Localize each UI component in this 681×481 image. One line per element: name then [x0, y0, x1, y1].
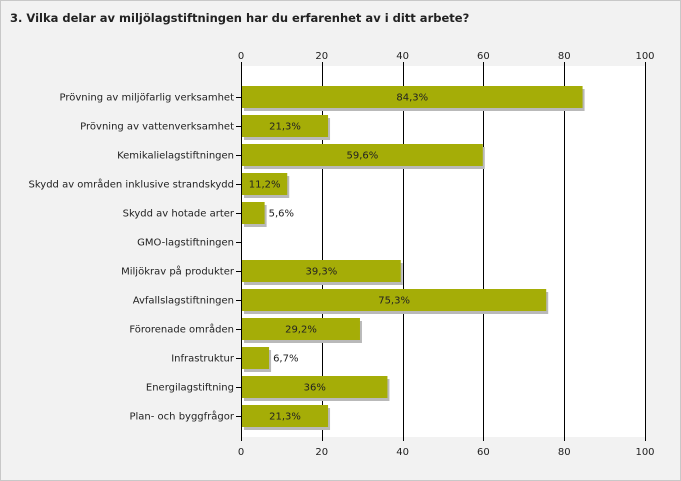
x-tick-label-bottom: 60 [477, 447, 490, 458]
bar [242, 115, 329, 137]
bar [242, 86, 583, 108]
data-label: 36% [304, 383, 326, 394]
bar [242, 318, 360, 340]
data-label: 29,2% [285, 325, 317, 336]
x-tick-label-top: 80 [558, 51, 571, 62]
category-label: Avfallslagstiftningen [133, 296, 234, 307]
category-label: Förorenade områden [129, 323, 234, 336]
x-tick-label-bottom: 100 [635, 447, 654, 458]
x-tick-label-bottom: 0 [238, 447, 244, 458]
category-label: Plan- och byggfrågor [130, 410, 235, 423]
bar [242, 260, 401, 282]
bar [242, 173, 288, 195]
category-label: Kemikalielagstiftningen [117, 151, 234, 162]
x-tick-label-top: 40 [396, 51, 409, 62]
category-label: Prövning av miljöfarlig verksamhet [60, 93, 235, 104]
data-label: 21,3% [269, 122, 301, 133]
category-label: Prövning av vattenverksamhet [80, 122, 234, 133]
data-label: 75,3% [378, 296, 410, 307]
category-label: GMO-lagstiftningen [137, 238, 234, 249]
data-label: 21,3% [269, 412, 301, 423]
data-label: 11,2% [249, 180, 281, 191]
x-tick-label-top: 0 [238, 51, 244, 62]
category-label: Skydd av områden inklusive strandskydd [29, 178, 235, 191]
x-tick-label-top: 20 [315, 51, 328, 62]
x-tick-label-bottom: 80 [558, 447, 571, 458]
chart-title: 3. Vilka delar av miljölagstiftningen ha… [10, 11, 470, 25]
bar [242, 144, 483, 166]
bar [242, 202, 265, 224]
category-label: Infrastruktur [171, 354, 235, 365]
x-tick-label-bottom: 20 [315, 447, 328, 458]
data-label: 6,7% [273, 354, 298, 365]
x-tick-label-top: 60 [477, 51, 490, 62]
data-label: 59,6% [347, 151, 379, 162]
bar [242, 347, 270, 369]
category-label: Miljökrav på produkter [121, 265, 235, 278]
data-label: 5,6% [269, 209, 294, 220]
x-tick-label-top: 100 [635, 51, 654, 62]
data-label: 39,3% [305, 267, 337, 278]
data-label: 84,3% [396, 93, 428, 104]
bar [242, 376, 388, 398]
bar [242, 289, 547, 311]
bar [242, 405, 329, 427]
x-tick-label-bottom: 40 [396, 447, 409, 458]
category-label: Energilagstiftning [146, 383, 234, 394]
category-label: Skydd av hotade arter [123, 209, 235, 220]
